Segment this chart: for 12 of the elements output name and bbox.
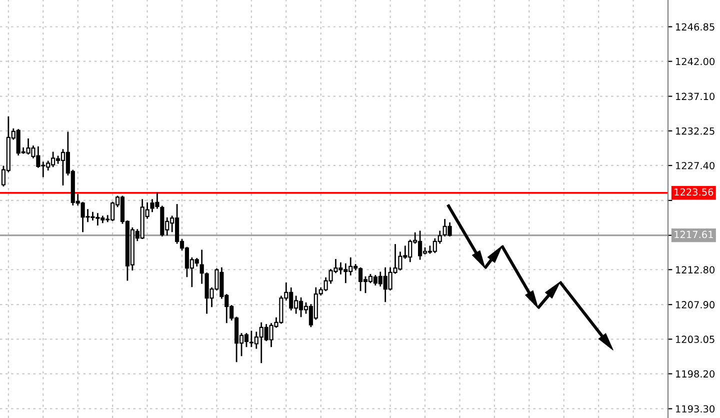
- y-tick-label: 1193.30: [676, 405, 715, 413]
- y-tick-label: 1198.20: [676, 370, 715, 378]
- y-tick-label: 1242.00: [676, 58, 715, 66]
- y-tick-label: 1232.25: [676, 127, 714, 135]
- y-tick-label: 1207.90: [676, 301, 715, 308]
- y-tick-label: 1237.10: [676, 92, 715, 100]
- y-tick-label: 1246.85: [676, 23, 714, 31]
- ref-line-label: 1223.56: [674, 188, 714, 196]
- y-tick-label: 1203.05: [676, 336, 714, 344]
- ref-line-label: 1217.61: [674, 230, 713, 238]
- y-tick-label: 1227.40: [676, 162, 715, 170]
- y-tick-label: 1212.80: [676, 266, 715, 274]
